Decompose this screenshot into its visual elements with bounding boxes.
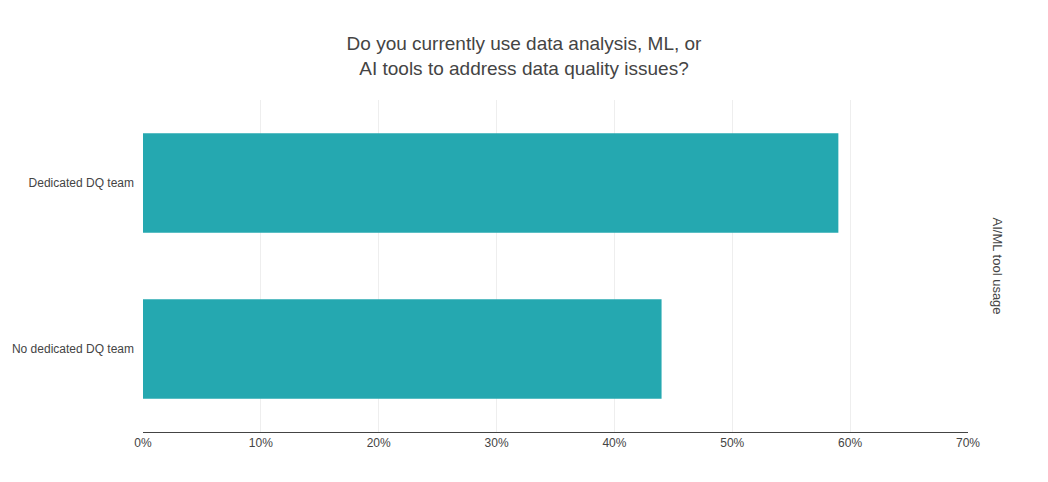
svg-text:60%: 60% (838, 436, 862, 450)
svg-text:10%: 10% (249, 436, 273, 450)
svg-text:Do you currently use data anal: Do you currently use data analysis, ML, … (347, 33, 703, 79)
svg-text:20%: 20% (367, 436, 391, 450)
svg-text:40%: 40% (602, 436, 626, 450)
svg-text:AI/ML tool usage: AI/ML tool usage (990, 218, 1005, 315)
svg-text:0%: 0% (134, 436, 152, 450)
svg-text:70%: 70% (956, 436, 980, 450)
svg-text:50%: 50% (720, 436, 744, 450)
svg-text:Dedicated DQ team: Dedicated DQ team (29, 176, 134, 190)
svg-text:No dedicated DQ team: No dedicated DQ team (12, 342, 134, 356)
svg-text:30%: 30% (485, 436, 509, 450)
